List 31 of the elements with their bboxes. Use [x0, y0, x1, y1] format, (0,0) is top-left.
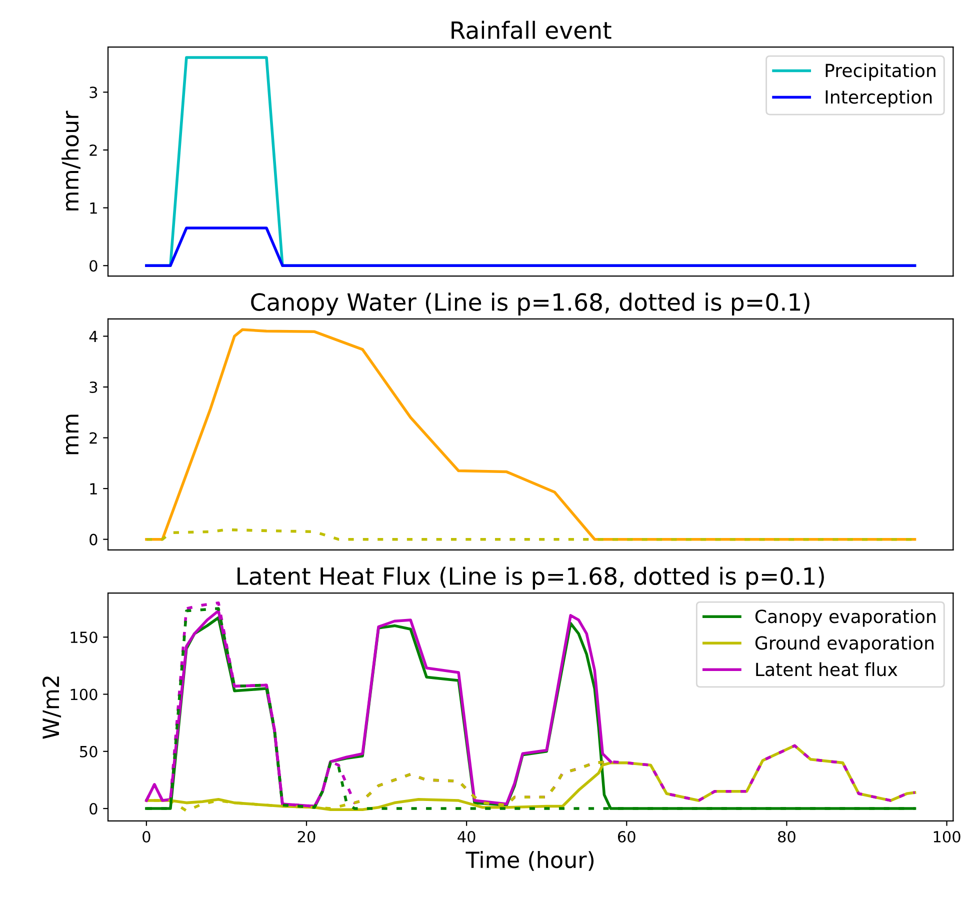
y-tick-label: 0	[90, 802, 98, 815]
x-tick-label: 0	[142, 830, 150, 843]
y-tick-label: 2	[90, 144, 97, 156]
y-tick-label: 3	[90, 86, 98, 98]
x-tick-label: 100	[934, 830, 960, 843]
y-tick-label: 150	[70, 632, 98, 644]
x-tick-label: 80	[778, 830, 796, 843]
x-tick-label: 20	[298, 830, 316, 843]
legend-label: Interception	[826, 90, 932, 108]
y-axis-title: mm/hour	[62, 110, 80, 210]
y-tick-label: 50	[80, 746, 98, 758]
y-axis-title: W/m2	[42, 676, 62, 739]
legend-label: Precipitation	[826, 63, 936, 81]
chart-title: Rainfall event	[452, 20, 612, 40]
y-tick-label: 100	[70, 688, 98, 700]
x-axis-title: Time (hour)	[466, 851, 594, 871]
x-tick-label: 60	[618, 830, 636, 843]
y-tick-label: 4	[89, 330, 98, 342]
chart-title: Canopy Water (Line is p=1.68, dotted is p=0.1)	[251, 292, 810, 316]
y-tick-label: 3	[90, 381, 98, 394]
y-tick-label: 1	[90, 202, 97, 214]
y-tick-label: 2	[90, 432, 97, 444]
y-axis-title: mm	[66, 414, 78, 454]
y-tick-label: 0	[90, 534, 98, 546]
y-tick-label: 0	[90, 260, 98, 272]
legend-label: Ground evaporation	[755, 636, 934, 654]
legend-label: Canopy evaporation	[755, 609, 936, 627]
chart-title: Latent Heat Flux (Line is p=1.68, dotted is p=0.1)	[238, 566, 824, 590]
legend-label: Latent heat flux	[756, 662, 898, 676]
x-tick-label: 40	[458, 830, 476, 843]
y-tick-label: 1	[90, 483, 97, 494]
